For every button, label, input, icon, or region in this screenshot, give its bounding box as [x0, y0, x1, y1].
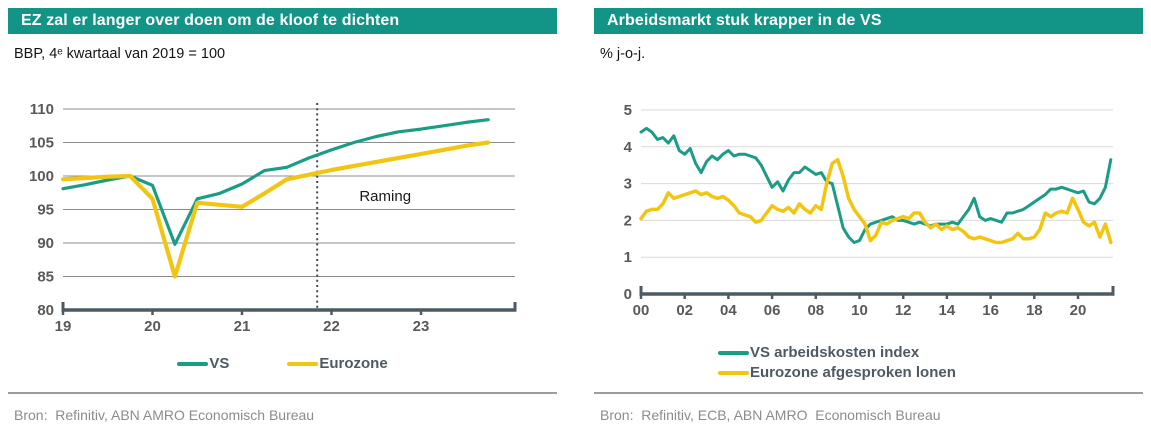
legend-item-eurozone-lonen: Eurozone afgesproken lonen [718, 364, 1143, 381]
vs-line-swatch-icon [177, 361, 209, 366]
y-tick-label: 95 [37, 202, 54, 219]
chart-subtitle: BBP, 4ᵉ kwartaal van 2019 = 100 [14, 46, 226, 62]
y-tick-label: 5 [624, 102, 632, 119]
legend-label-vs-arbeidskosten: VS arbeidskosten index [750, 344, 920, 361]
chart-title-banner: Arbeidsmarkt stuk krapper in de VS [594, 8, 1143, 34]
y-tick-label: 100 [29, 168, 54, 185]
source-text: Bron: Refinitiv, ECB, ABN AMRO Economisc… [600, 407, 941, 423]
x-tick-label: 00 [633, 302, 650, 319]
x-tick-label: 14 [939, 302, 956, 319]
x-tick-label: 08 [807, 302, 824, 319]
source-footer: Bron: Refinitiv, ECB, ABN AMRO Economisc… [594, 392, 1143, 423]
x-tick-label: 16 [982, 302, 999, 319]
chart-title: EZ zal er langer over doen om de kloof t… [21, 12, 400, 29]
chart-legend: VS Eurozone [8, 355, 557, 372]
x-tick-label: 21 [234, 318, 251, 335]
x-tick-label: 23 [413, 318, 430, 335]
chart-subtitle: % j-o-j. [600, 46, 646, 62]
x-tick-label: 12 [895, 302, 912, 319]
y-tick-label: 80 [37, 302, 54, 319]
x-tick-label: 22 [323, 318, 340, 335]
x-tick-label: 20 [144, 318, 161, 335]
y-tick-label: 1 [624, 249, 632, 266]
legend-item-vs: VS [177, 355, 229, 372]
legend-label-eurozone-lonen: Eurozone afgesproken lonen [750, 364, 956, 381]
y-tick-label: 2 [624, 212, 632, 229]
panel-arbeidsmarkt: Arbeidsmarkt stuk krapper in de VS % j-o… [594, 8, 1143, 423]
panel-bbp-kloof: EZ zal er langer over doen om de kloof t… [8, 8, 557, 423]
x-tick-label: 10 [851, 302, 868, 319]
chart-title-banner: EZ zal er langer over doen om de kloof t… [8, 8, 557, 34]
series-line-eurozone [60, 140, 491, 279]
y-tick-label: 105 [29, 135, 54, 152]
eurozone-lonen-swatch-icon [718, 370, 749, 375]
x-tick-label: 06 [764, 302, 781, 319]
y-tick-label: 85 [37, 269, 54, 286]
series-line-vs [61, 118, 490, 246]
y-tick-label: 0 [624, 286, 632, 303]
source-text: Bron: Refinitiv, ABN AMRO Economisch Bur… [14, 407, 315, 423]
y-tick-label: 110 [30, 101, 54, 118]
x-tick-label: 20 [1070, 302, 1087, 319]
y-tick-label: 4 [624, 139, 633, 156]
x-tick-label: 04 [720, 302, 737, 319]
x-tick-label: 18 [1026, 302, 1043, 319]
eurozone-line-swatch-icon [287, 361, 319, 366]
chart-title: Arbeidsmarkt stuk krapper in de VS [607, 12, 882, 29]
legend-label-vs: VS [209, 355, 230, 372]
y-tick-label: 3 [624, 176, 632, 193]
bbp-line-chart: 80 85 90 95 100 105 110 19 20 21 22 23 Raming [29, 101, 517, 335]
legend-item-eurozone: Eurozone [287, 355, 388, 372]
raming-annotation: Raming [359, 188, 411, 205]
y-tick-label: 90 [37, 235, 54, 252]
series-line-eurozone-afgesproken-lonen [639, 157, 1113, 245]
source-footer: Bron: Refinitiv, ABN AMRO Economisch Bur… [8, 392, 557, 423]
legend-label-eurozone: Eurozone [319, 355, 388, 372]
chart-legend: VS arbeidskosten index Eurozone afgespro… [594, 344, 1143, 381]
series-line-vs-arbeidskosten-index [639, 126, 1113, 244]
x-tick-label: 19 [55, 318, 72, 335]
x-tick-label: 02 [676, 302, 693, 319]
vs-arbeidskosten-swatch-icon [718, 350, 749, 355]
legend-item-vs-arbeidskosten: VS arbeidskosten index [718, 344, 1143, 361]
